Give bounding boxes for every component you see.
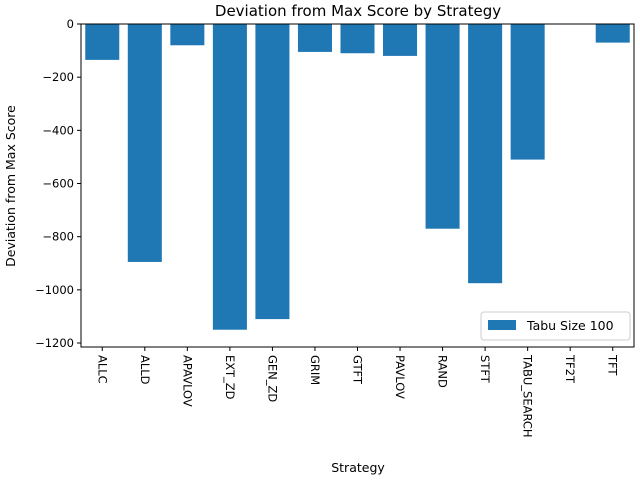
y-ticks-group: 0 −200 −400 −600 −800 −1000 −1200 bbox=[35, 17, 81, 350]
bar-ext-zd bbox=[212, 24, 247, 330]
legend-label: Tabu Size 100 bbox=[526, 318, 614, 333]
legend-frame bbox=[480, 311, 631, 341]
x-tick-label: PAVLOV bbox=[393, 355, 407, 399]
x-tick-label: GEN_ZD bbox=[265, 355, 279, 402]
plot-frame bbox=[80, 23, 635, 348]
bar-alld bbox=[127, 24, 162, 262]
x-axis-label: Strategy bbox=[331, 460, 385, 475]
bar-gen-zd bbox=[255, 24, 290, 320]
x-tick-label: ALLC bbox=[95, 355, 109, 384]
x-ticks-group: ALLC ALLD APAVLOV EXT_ZD GEN_ZD GRIM GTFT PAVLO… bbox=[95, 347, 620, 438]
legend: Tabu Size 100 bbox=[480, 311, 631, 341]
bar-tft bbox=[595, 24, 630, 43]
legend-swatch bbox=[488, 320, 516, 330]
bar-tabu-search bbox=[510, 24, 545, 160]
bar-gtft bbox=[340, 24, 375, 54]
bar-stft bbox=[468, 24, 503, 284]
x-tick-label: GRIM bbox=[308, 355, 322, 385]
x-tick-label: GTFT bbox=[351, 355, 365, 385]
y-tick-label: 0 bbox=[67, 17, 74, 31]
y-tick-label: −400 bbox=[42, 123, 74, 137]
y-axis-label: Deviation from Max Score bbox=[3, 105, 18, 267]
x-tick-label: TFT bbox=[606, 354, 620, 376]
bar-rand bbox=[425, 24, 460, 229]
bar-pavlov bbox=[383, 24, 418, 56]
bars-group bbox=[85, 24, 630, 330]
x-tick-label: EXT_ZD bbox=[223, 355, 237, 400]
y-tick-label: −600 bbox=[42, 177, 74, 191]
bar-allc bbox=[85, 24, 120, 60]
y-tick-label: −1200 bbox=[35, 336, 74, 350]
y-tick-label: −800 bbox=[42, 230, 74, 244]
chart-title: Deviation from Max Score by Strategy bbox=[215, 2, 501, 20]
y-tick-label: −1000 bbox=[35, 283, 74, 297]
x-tick-label: RAND bbox=[436, 355, 450, 388]
x-tick-label: TF2T bbox=[563, 354, 577, 384]
bar-grim bbox=[297, 24, 332, 52]
x-tick-label: TABU_SEARCH bbox=[521, 354, 535, 438]
x-tick-label: STFT bbox=[478, 355, 492, 384]
y-tick-label: −200 bbox=[42, 70, 74, 84]
axes-group bbox=[80, 23, 635, 348]
bar-apavlov bbox=[170, 24, 205, 46]
x-tick-label: APAVLOV bbox=[180, 355, 194, 407]
x-tick-label: ALLD bbox=[138, 355, 152, 385]
